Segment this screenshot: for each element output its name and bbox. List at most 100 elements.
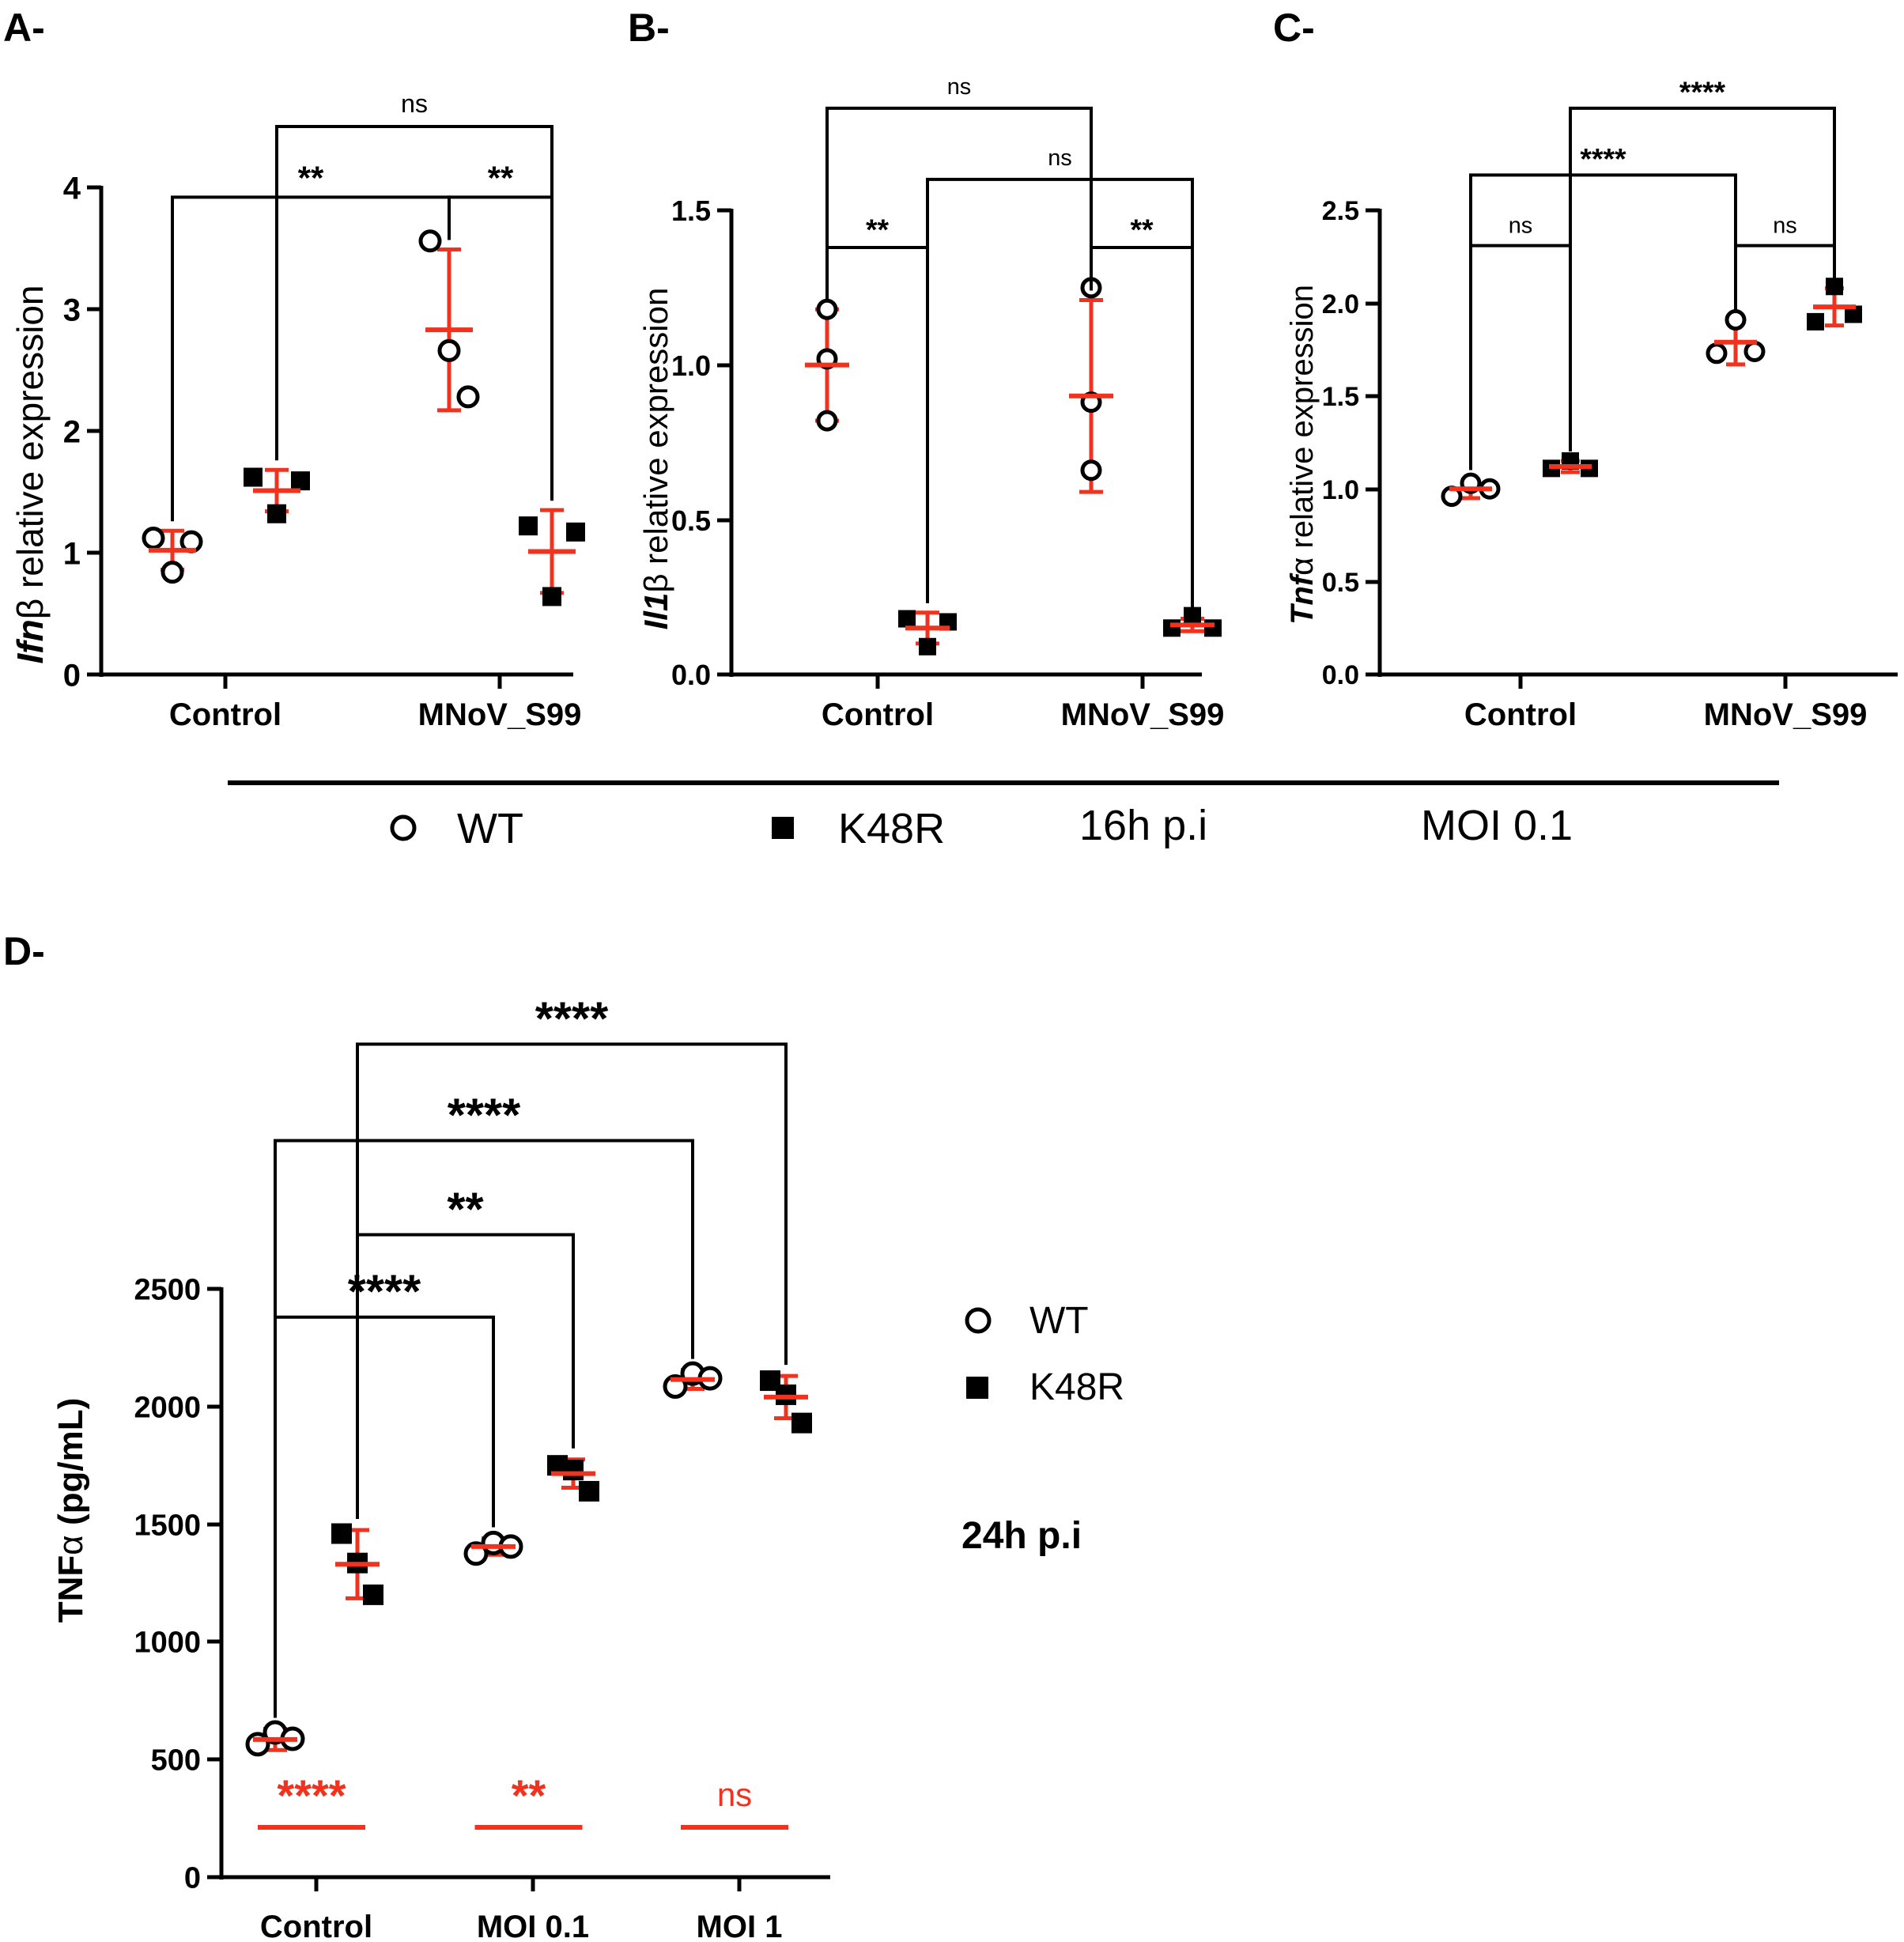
significance-label-c: **** bbox=[1679, 75, 1726, 108]
x-category-label-b: MNoV_S99 bbox=[1061, 697, 1225, 732]
data-point-k48r-b bbox=[1204, 619, 1222, 637]
y-tick-label-c: 2.0 bbox=[1322, 289, 1359, 319]
significance-bracket-d bbox=[274, 1315, 495, 1718]
significance-bracket-c bbox=[1734, 244, 1836, 311]
y-tick-label-c: 2.5 bbox=[1322, 196, 1359, 226]
y-tick-label-b: 0.0 bbox=[671, 659, 711, 691]
data-point-k48r-a bbox=[542, 587, 561, 606]
data-point-wt-a bbox=[142, 527, 165, 550]
significance-bracket-b bbox=[825, 245, 929, 603]
significance-label-b: ns bbox=[1048, 145, 1072, 171]
significance-bracket-a bbox=[275, 125, 553, 501]
data-point-wt-a bbox=[437, 338, 461, 362]
y-tick-label-c: 1.0 bbox=[1322, 475, 1359, 505]
data-point-wt-b bbox=[816, 410, 838, 432]
data-point-wt-a bbox=[456, 385, 480, 409]
legend-d-wt-marker bbox=[965, 1307, 992, 1334]
legend-k48r-label: K48R bbox=[838, 805, 945, 852]
significance-bracket-d bbox=[274, 1139, 694, 1718]
y-tick-label-d: 2500 bbox=[134, 1274, 201, 1307]
y-axis-title-d: TNFα (pg/mL) bbox=[51, 1398, 90, 1623]
group-significance-label-d: ** bbox=[512, 1770, 546, 1820]
legend-moi-label: MOI 0.1 bbox=[1421, 802, 1573, 849]
data-point-wt-c bbox=[1743, 340, 1766, 362]
significance-bracket-a bbox=[171, 195, 451, 522]
x-category-label-d: Control bbox=[260, 1910, 372, 1942]
x-category-label-a: MNoV_S99 bbox=[418, 697, 582, 732]
significance-label-d: **** bbox=[448, 1089, 521, 1142]
data-point-k48r-d bbox=[791, 1412, 812, 1434]
data-point-k48r-d bbox=[579, 1480, 599, 1502]
data-point-k48r-d bbox=[331, 1523, 352, 1544]
y-tick-label-a: 2 bbox=[63, 414, 81, 449]
significance-bracket-b bbox=[825, 106, 1093, 300]
data-point-k48r-a bbox=[244, 467, 263, 487]
y-tick-label-d: 2000 bbox=[134, 1392, 201, 1425]
significance-bracket-c bbox=[1469, 173, 1737, 470]
significance-label-b: ** bbox=[1130, 213, 1154, 246]
y-tick-label-c: 1.5 bbox=[1322, 382, 1359, 412]
data-point-k48r-c bbox=[1807, 312, 1824, 331]
significance-label-c: ns bbox=[1509, 213, 1533, 239]
group-significance-label-d: **** bbox=[277, 1770, 346, 1820]
y-tick-label-c: 0.0 bbox=[1322, 660, 1359, 690]
legend-d-wt-label: WT bbox=[1029, 1300, 1089, 1342]
panel-label-b: B- bbox=[628, 6, 670, 50]
data-point-wt-c bbox=[1706, 342, 1728, 365]
significance-bracket-b bbox=[1090, 245, 1194, 610]
y-tick-label-a: 1 bbox=[63, 536, 81, 571]
x-category-label-d: MOI 1 bbox=[697, 1910, 783, 1942]
legend-time-label: 16h p.i bbox=[1079, 802, 1207, 849]
significance-bracket-c bbox=[1569, 106, 1836, 451]
data-point-k48r-d bbox=[563, 1460, 584, 1481]
data-point-k48r-b bbox=[1184, 606, 1201, 625]
significance-bracket-d bbox=[356, 1042, 788, 1520]
panel-label-c: C- bbox=[1273, 6, 1315, 50]
legend-wt-marker bbox=[390, 814, 417, 841]
x-category-label-c: MNoV_S99 bbox=[1704, 697, 1868, 732]
legend-wt-label: WT bbox=[457, 805, 523, 852]
significance-label-a: ns bbox=[401, 89, 428, 118]
y-tick-label-b: 1.5 bbox=[671, 195, 711, 227]
y-tick-label-d: 500 bbox=[151, 1744, 201, 1778]
data-point-k48r-b bbox=[898, 610, 916, 628]
data-point-wt-a bbox=[161, 561, 184, 584]
data-point-wt-a bbox=[418, 229, 442, 253]
significance-label-d: **** bbox=[535, 992, 609, 1045]
data-point-k48r-b bbox=[1163, 619, 1181, 637]
data-point-k48r-a bbox=[267, 504, 286, 523]
y-tick-label-b: 0.5 bbox=[671, 504, 711, 537]
data-point-k48r-c bbox=[1845, 305, 1862, 323]
legend-d-k48r-label: K48R bbox=[1029, 1366, 1124, 1408]
x-category-label-a: Control bbox=[169, 697, 281, 732]
data-point-wt-b bbox=[816, 298, 838, 320]
x-category-label-d: MOI 0.1 bbox=[477, 1910, 589, 1942]
significance-label-b: ** bbox=[866, 213, 890, 246]
data-point-wt-c bbox=[1725, 309, 1747, 331]
y-tick-label-c: 0.5 bbox=[1322, 568, 1359, 598]
legend-d-k48r-marker bbox=[966, 1377, 988, 1399]
significance-bracket-b bbox=[926, 177, 1194, 610]
panel-label-d: D- bbox=[3, 929, 45, 973]
y-tick-label-b: 1.0 bbox=[671, 349, 711, 382]
y-tick-label-d: 1500 bbox=[134, 1509, 201, 1543]
data-point-k48r-a bbox=[519, 516, 538, 536]
significance-label-a: ** bbox=[488, 159, 514, 196]
x-category-label-c: Control bbox=[1464, 697, 1577, 732]
y-tick-label-d: 0 bbox=[184, 1862, 201, 1895]
significance-label-d: ** bbox=[447, 1183, 484, 1236]
y-axis-title-c: Tnfα relative expression bbox=[1285, 285, 1320, 625]
significance-label-c: ns bbox=[1773, 213, 1797, 239]
data-point-k48r-d bbox=[363, 1584, 383, 1605]
significance-label-b: ns bbox=[947, 74, 972, 100]
group-significance-label-d: ns bbox=[717, 1776, 752, 1813]
significance-bracket-c bbox=[1469, 244, 1572, 470]
data-point-k48r-c bbox=[1826, 278, 1843, 296]
data-point-k48r-a bbox=[566, 522, 585, 542]
x-category-label-b: Control bbox=[822, 697, 934, 732]
data-point-k48r-b bbox=[919, 637, 936, 656]
significance-label-a: ** bbox=[298, 159, 324, 196]
y-tick-label-a: 0 bbox=[63, 658, 81, 693]
data-point-wt-b bbox=[1080, 459, 1102, 482]
